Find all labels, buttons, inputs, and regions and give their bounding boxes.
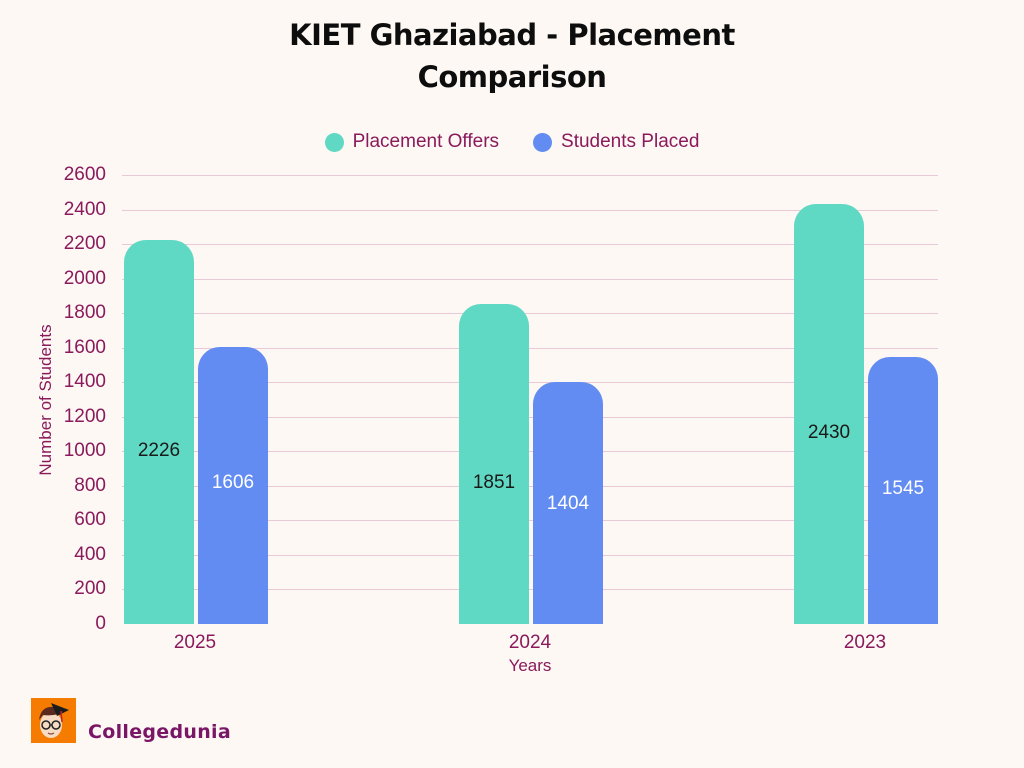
- gridline: [122, 589, 938, 591]
- x-tick-label: 2023: [843, 632, 887, 653]
- x-axis-title: Years: [508, 656, 552, 675]
- y-tick-label: 2200: [63, 233, 106, 255]
- gridline: [122, 244, 938, 246]
- y-tick-label: 2600: [63, 164, 106, 185]
- gridline: [122, 175, 938, 176]
- y-tick-label: 600: [74, 509, 106, 531]
- y-tick-label: 2000: [63, 267, 106, 289]
- x-tick-label: 2024: [508, 632, 552, 653]
- plot-area: 0 200 400 600 800 1000 1200 1400 1600 1800 2000 220…: [64, 164, 938, 634]
- y-tick-label: 1000: [63, 440, 106, 462]
- y-tick-label: 1800: [63, 302, 106, 324]
- bar-placement-offers-2023: 2430: [794, 204, 864, 624]
- bar-value-label: 1606: [211, 471, 255, 493]
- chart-title-line-1: KIET Ghaziabad - Placement: [289, 18, 735, 52]
- x-tick-label: 2025: [173, 632, 217, 653]
- legend-swatch-icon: [324, 132, 344, 152]
- legend-label: Placement Offers: [352, 131, 500, 152]
- bar-placement-offers-2025: 2226: [124, 239, 194, 624]
- y-tick-label: 200: [74, 578, 106, 600]
- y-tick-label: 1200: [63, 405, 106, 427]
- legend: Placement Offers Students Placed: [0, 131, 1024, 153]
- bar-students-placed-2024: 1404: [533, 381, 603, 624]
- brand-name: Collegedunia: [88, 720, 231, 743]
- bar-value-label: 1404: [546, 492, 590, 514]
- bar-value-label: 1851: [472, 472, 516, 494]
- chart-title-line-2: Comparison: [417, 60, 607, 94]
- legend-item-placement-offers: Placement Offers: [324, 131, 500, 153]
- legend-swatch-icon: [533, 132, 553, 152]
- bar-placement-offers-2024: 1851: [459, 304, 529, 624]
- gridline: [122, 313, 938, 315]
- gridline: [122, 347, 938, 349]
- y-tick-label: 1600: [63, 336, 106, 358]
- legend-label: Students Placed: [561, 131, 700, 152]
- gridline: [122, 554, 938, 556]
- gridline: [122, 451, 938, 453]
- y-tick-label: 2400: [63, 198, 106, 220]
- gridline: [122, 382, 938, 384]
- y-tick-label: 800: [74, 474, 106, 496]
- y-tick-label: 400: [74, 543, 106, 565]
- bar-value-label: 1545: [881, 477, 925, 499]
- gridline: [122, 416, 938, 418]
- gridline: [122, 485, 938, 487]
- gridline: [122, 520, 938, 522]
- legend-item-students-placed: Students Placed: [533, 131, 699, 153]
- y-tick-label: 1400: [63, 371, 106, 393]
- bar-students-placed-2023: 1545: [868, 357, 938, 624]
- gridline: [122, 209, 938, 211]
- bar-students-placed-2025: 1606: [198, 346, 268, 624]
- bar-value-label: 2226: [137, 439, 181, 461]
- collegedunia-logo-icon: [31, 698, 76, 743]
- bar-value-label: 2430: [807, 422, 851, 444]
- gridline: [122, 278, 938, 280]
- y-tick-label: 0: [95, 613, 106, 634]
- chart-title: KIET Ghaziabad - Placement Comparison: [0, 14, 1024, 98]
- brand-watermark: Collegedunia: [31, 698, 231, 743]
